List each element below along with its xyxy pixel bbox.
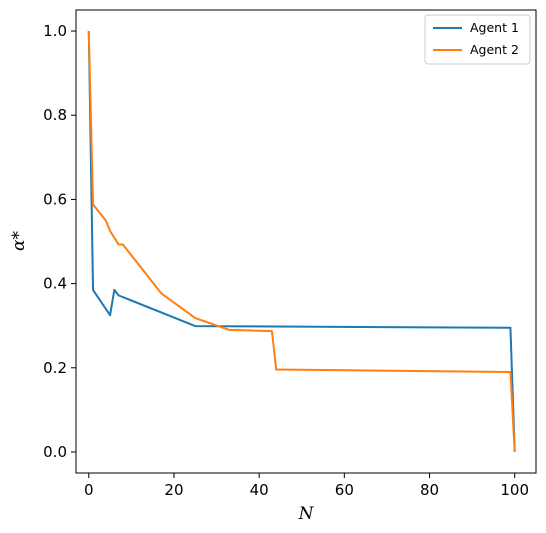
series-layer [87, 31, 516, 453]
x-tick-label: 20 [164, 481, 183, 499]
y-axis-label: α* [9, 231, 29, 251]
y-tick-label: 1.0 [43, 22, 67, 40]
series-line-agent-1 [87, 31, 516, 452]
x-tick-label: 40 [250, 481, 269, 499]
legend-label-agent-1: Agent 1 [470, 20, 519, 35]
y-tick-label: 0.2 [43, 359, 67, 377]
x-tick-label: 60 [335, 481, 354, 499]
plot-area [76, 10, 536, 473]
axes-frame [75, 9, 537, 474]
y-tick-label: 0.6 [43, 190, 67, 208]
y-tick-label: 0.4 [43, 275, 67, 293]
series-line-agent-2 [87, 31, 516, 453]
y-tick-label: 0.8 [43, 106, 67, 124]
axes-layer: 0 20 40 60 80 100 0.0 0.2 0.4 0.6 0.8 1.0 [43, 9, 537, 499]
legend: Agent 1 Agent 2 [424, 14, 531, 65]
legend-label-agent-2: Agent 2 [470, 42, 519, 57]
x-tick-label: 100 [500, 481, 529, 499]
y-tick-label: 0.0 [43, 443, 67, 461]
x-tick-label: 0 [84, 481, 94, 499]
x-tick-label: 80 [420, 481, 439, 499]
x-axis-label: N [298, 504, 315, 524]
